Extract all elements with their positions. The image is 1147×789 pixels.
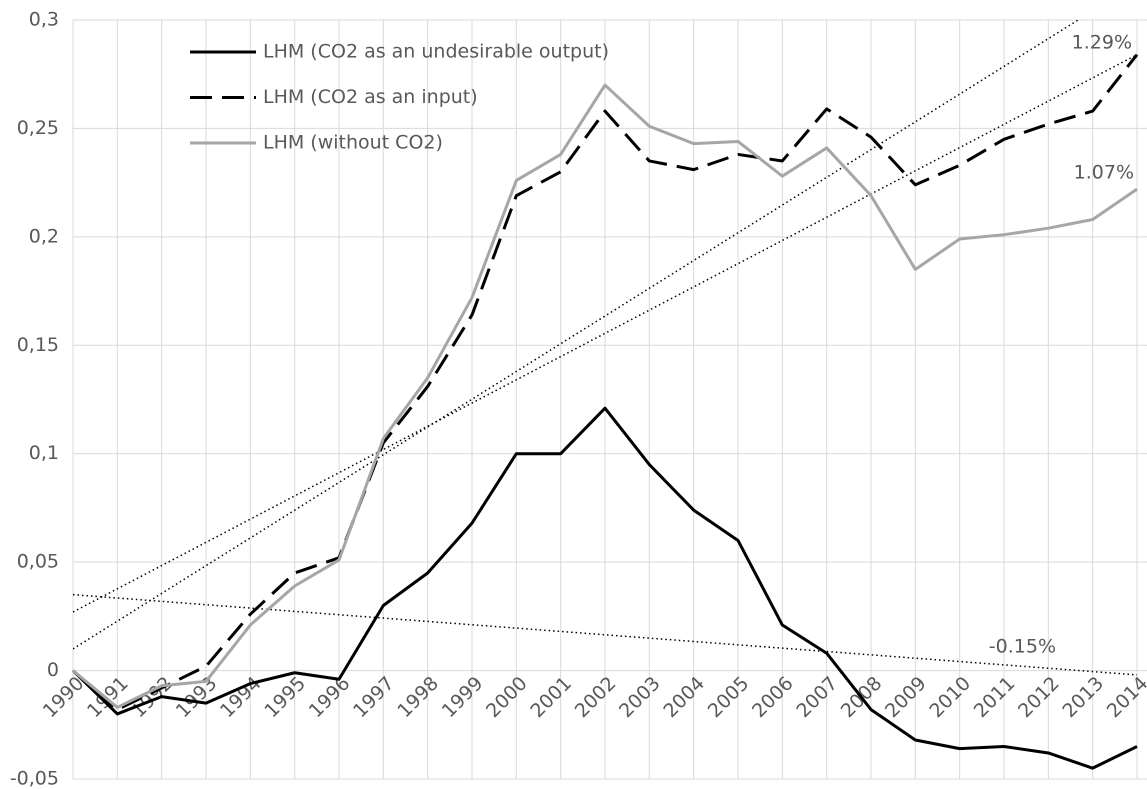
x-tick-label: 2006 — [748, 672, 798, 722]
x-tick-label: 2009 — [881, 672, 931, 722]
x-tick-label: 2004 — [659, 672, 709, 722]
x-tick-label: 2000 — [482, 672, 532, 722]
y-tick-label: 0,25 — [17, 117, 59, 139]
series-line — [71, 406, 1138, 770]
x-tick-label: 2001 — [526, 672, 576, 722]
legend-label: LHM (without CO2) — [263, 132, 443, 154]
y-tick-label: 0,05 — [17, 551, 59, 573]
y-tick-label: 0,2 — [29, 225, 59, 247]
y-tick-label: 0,1 — [29, 442, 59, 464]
x-tick-label: 2011 — [970, 672, 1020, 722]
y-tick-label: -0,05 — [10, 768, 59, 789]
x-tick-label: 2014 — [1103, 672, 1147, 722]
series-line — [72, 83, 1138, 709]
trend-label: -0.15% — [989, 636, 1056, 658]
trend-label: 1.29% — [1072, 32, 1132, 54]
x-tick-label: 1996 — [305, 672, 355, 722]
x-tick-label: 1999 — [438, 672, 488, 722]
y-tick-label: 0,15 — [17, 334, 59, 356]
x-tick-label: 2007 — [792, 672, 842, 722]
x-tick-label: 1991 — [83, 672, 133, 722]
y-tick-label: 0 — [47, 659, 59, 681]
y-tick-label: 0,3 — [29, 9, 59, 31]
legend-label: LHM (CO2 as an input) — [263, 86, 478, 108]
x-tick-label: 2003 — [615, 672, 665, 722]
x-tick-label: 2012 — [1014, 672, 1064, 722]
x-tick-label: 2013 — [1058, 672, 1108, 722]
x-tick-label: 1994 — [216, 672, 266, 722]
legend-label: LHM (CO2 as an undesirable output) — [263, 41, 609, 63]
trend-label: 1.07% — [1074, 162, 1134, 184]
x-tick-label: 1998 — [393, 672, 443, 722]
x-tick-label: 1993 — [172, 672, 222, 722]
x-tick-label: 2002 — [571, 672, 621, 722]
x-tick-label: 2010 — [925, 672, 975, 722]
series-line — [72, 53, 1139, 712]
x-tick-label: 1997 — [349, 672, 399, 722]
x-tick-label: 2005 — [704, 672, 754, 722]
